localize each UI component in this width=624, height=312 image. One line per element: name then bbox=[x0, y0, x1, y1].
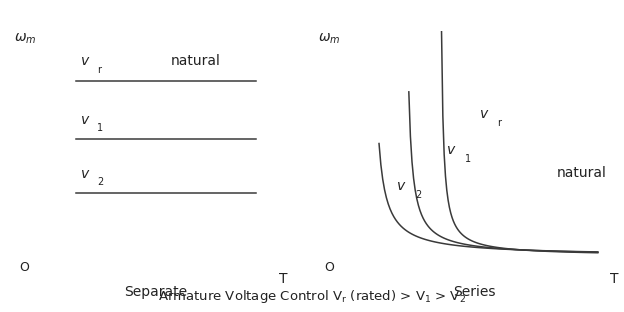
Text: v: v bbox=[397, 179, 406, 193]
Text: r: r bbox=[97, 65, 101, 75]
Text: 2: 2 bbox=[415, 190, 421, 200]
Text: v: v bbox=[480, 107, 488, 121]
Text: natural: natural bbox=[171, 54, 221, 68]
Text: r: r bbox=[497, 118, 502, 128]
Text: $\omega_m$: $\omega_m$ bbox=[14, 31, 36, 46]
Text: T: T bbox=[610, 271, 618, 285]
Text: 1: 1 bbox=[97, 124, 104, 134]
Text: O: O bbox=[19, 261, 29, 274]
Text: 2: 2 bbox=[97, 177, 104, 187]
Text: $\omega_m$: $\omega_m$ bbox=[318, 31, 340, 46]
Text: T: T bbox=[279, 271, 288, 285]
Text: natural: natural bbox=[557, 166, 607, 180]
Text: v: v bbox=[81, 113, 89, 127]
Text: v: v bbox=[447, 143, 455, 157]
Text: v: v bbox=[81, 167, 89, 181]
Text: Separate: Separate bbox=[124, 285, 188, 299]
Text: v: v bbox=[81, 54, 89, 68]
Text: Series: Series bbox=[453, 285, 495, 299]
Text: 1: 1 bbox=[465, 154, 470, 164]
Text: O: O bbox=[324, 261, 334, 274]
Text: Armature Voltage Control $\mathregular{V_r}$ (rated) > $\mathregular{V_1}$ > $\m: Armature Voltage Control $\mathregular{V… bbox=[158, 288, 466, 305]
